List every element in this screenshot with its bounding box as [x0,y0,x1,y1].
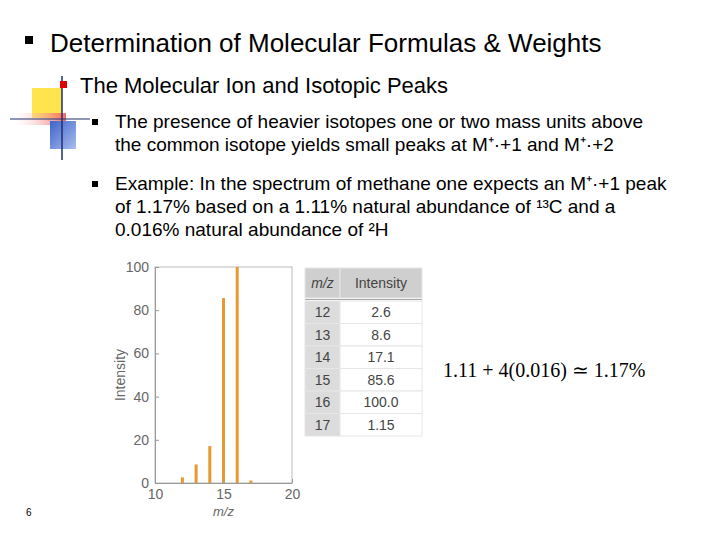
axis-line [155,268,156,484]
bullet [92,181,98,187]
cell [340,324,422,347]
cell-text: 15 [315,372,331,388]
deco-blue [50,121,76,149]
bullet-text: the common isotope yields small peaks at… [115,134,614,155]
tick-mark [155,310,159,311]
cell [340,301,422,324]
cell-text: 17.1 [367,349,394,365]
tick-label: 20 [133,432,149,448]
tick-mark [292,479,293,483]
tick-mark [155,353,159,354]
header-cell [340,268,422,298]
y-axis-title: Intensity [112,349,128,401]
bullet-text: 0.016% natural abundance of ²H [115,219,389,240]
tick-label: 80 [133,302,149,318]
x-axis: 10 15 20 [148,479,301,502]
tick-mark [224,479,225,483]
subtitle: The Molecular Ion and Isotopic Peaks [80,73,448,98]
tick-mark [155,479,156,483]
page-number: 6 [26,507,32,518]
tick-label: 60 [133,345,149,361]
cell-text: 2.6 [371,304,391,320]
plot-frame [155,267,292,483]
tick-label: 15 [216,486,232,502]
tick-mark [155,440,159,441]
header-cell [305,268,340,298]
cell [340,346,422,369]
header-text: Intensity [355,275,407,291]
cell-text: 12 [315,304,331,320]
bullet-text: of 1.17% based on a 1.11% natural abunda… [115,196,616,217]
tick: 20 [133,432,159,448]
tick: 10 [148,479,164,502]
tick: 80 [133,302,159,318]
tick: 20 [285,479,301,502]
tick-label: 100 [126,259,150,275]
cell-text: 17 [315,417,331,433]
tick-mark [155,267,159,268]
bar [195,464,198,483]
table: m/z Intensity 12 2.6 13 8.6 14 17.1 15 85.6 16 100.… [305,268,422,436]
cell [305,369,340,392]
cell-text: 85.6 [367,372,394,388]
decoration [8,76,90,160]
bar [222,298,225,483]
cell [305,324,340,347]
deco-line [10,119,90,120]
cell-text: 100.0 [363,394,398,410]
cell [340,369,422,392]
table-rule [305,299,422,300]
tick-mark [155,397,159,398]
bullet-text: Example: In the spectrum of methane one … [115,173,667,194]
header-text: m/z [311,275,334,291]
cell-text: 13 [315,327,331,343]
y-axis: 020406080100 [126,259,159,491]
formula: 1.11 + 4(0.016) ≃ 1.17% [443,359,646,382]
tick-label: 40 [133,389,149,405]
bar [208,446,211,483]
cell [340,414,422,437]
title: Determination of Molecular Formulas & We… [50,28,602,58]
cell-text: 14 [315,349,331,365]
deco-line [61,76,63,160]
tick: 40 [133,389,159,405]
x-axis-title: m/z [213,504,234,519]
cell [340,391,422,414]
bar [249,481,252,483]
bars [181,267,253,483]
tick: 100 [126,259,159,275]
slide: Determination of Molecular Formulas & We… [0,0,720,540]
bullet [25,36,33,44]
tick: 15 [216,479,232,502]
bar [181,477,184,483]
bar [236,267,239,483]
tick: 60 [133,345,159,361]
chart: 020406080100101520m/zIntensity [112,259,300,519]
cell [305,391,340,414]
bullet-text: The presence of heavier isotopes one or … [115,111,643,132]
cell-text: 16 [315,394,331,410]
cell-text: 1.15 [367,417,394,433]
cell-text: 8.6 [371,327,391,343]
axis-line [156,483,293,484]
bullet [92,119,98,125]
bullet [60,81,67,88]
cell [305,346,340,369]
tick-label: 20 [285,486,301,502]
tick-label: 10 [148,486,164,502]
cell [305,414,340,437]
cell [305,301,340,324]
